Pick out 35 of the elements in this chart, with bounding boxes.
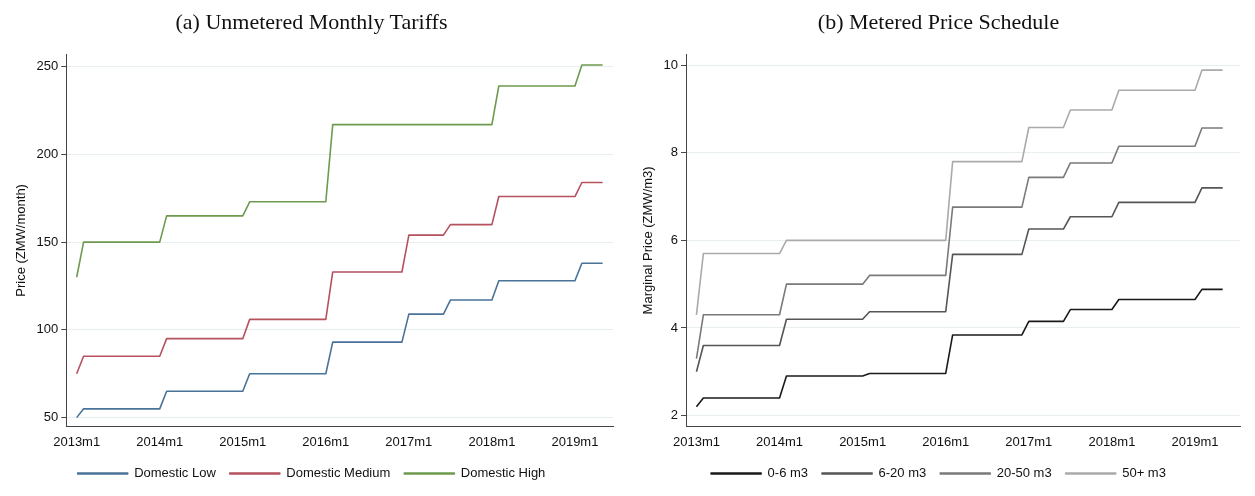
y-tick-label: 4: [670, 319, 679, 335]
x-tick-label: 2013m1: [53, 433, 101, 449]
x-tick-label: 2019m1: [1171, 433, 1219, 449]
y-tick-label: 50: [43, 409, 59, 425]
y-tick-label: 100: [36, 321, 59, 337]
y-tick-label: 150: [36, 233, 59, 249]
chart-title: (a) Unmetered Monthly Tariffs: [175, 8, 448, 34]
x-tick-label: 2017m1: [1005, 433, 1053, 449]
y-tick-label: 6: [670, 231, 679, 247]
x-tick-label: 2016m1: [302, 433, 350, 449]
y-axis-title: Marginal Price (ZMW/m3): [640, 166, 656, 315]
legend-label: 50+ m3: [1122, 465, 1166, 481]
y-axis-title: Price (ZMW/month): [13, 184, 29, 297]
legend-label: Domestic Low: [134, 465, 217, 481]
x-tick-label: 2014m1: [756, 433, 804, 449]
y-tick-label: 8: [670, 144, 679, 160]
legend-label: Domestic High: [460, 465, 546, 481]
legend-label: 6-20 m3: [878, 465, 927, 481]
x-tick-label: 2013m1: [672, 433, 720, 449]
y-tick-label: 200: [36, 146, 59, 161]
chart-title: (b) Metered Price Schedule: [817, 8, 1060, 34]
x-tick-label: 2015m1: [839, 433, 887, 449]
y-tick-label: 10: [663, 56, 679, 72]
x-tick-label: 2015m1: [219, 433, 267, 449]
legend-label: 0-6 m3: [767, 465, 809, 481]
x-tick-label: 2018m1: [468, 433, 516, 449]
y-tick-label: 2: [670, 407, 679, 423]
legend-label: 20-50 m3: [996, 465, 1052, 481]
x-tick-label: 2018m1: [1088, 433, 1136, 449]
x-tick-label: 2014m1: [136, 433, 184, 449]
y-tick-label: 250: [36, 58, 59, 74]
x-tick-label: 2016m1: [922, 433, 970, 449]
x-tick-label: 2019m1: [551, 433, 599, 449]
x-tick-label: 2017m1: [385, 433, 433, 449]
legend-label: Domestic Medium: [286, 465, 391, 481]
